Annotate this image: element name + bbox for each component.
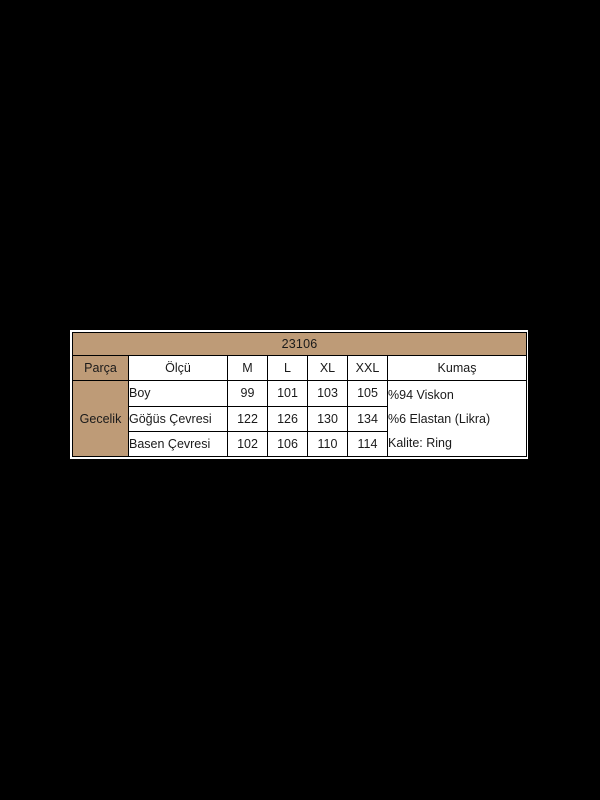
measure-label: Göğüs Çevresi — [128, 405, 228, 432]
measure-value-xxl: 134 — [347, 405, 388, 432]
size-chart-container: 23106 Parça Ölçü M L XL XXL Kumaş Geceli… — [70, 330, 528, 459]
part-name-cell: Gecelik — [72, 380, 129, 457]
column-header-size-xxl: XXL — [347, 355, 388, 382]
measure-value-m: 99 — [227, 380, 268, 407]
measure-value-xl: 130 — [307, 405, 348, 432]
measure-value-m: 122 — [227, 405, 268, 432]
measure-label: Basen Çevresi — [128, 430, 228, 458]
fabric-line: Kalite: Ring — [388, 435, 452, 450]
fabric-composition-cell: %94 Viskon %6 Elastan (Likra) Kalite: Ri… — [386, 380, 528, 457]
column-header-part: Parça — [72, 355, 129, 382]
column-header-fabric: Kumaş — [386, 355, 528, 382]
measure-value-l: 106 — [267, 430, 308, 458]
product-code-title: 23106 — [71, 331, 528, 357]
fabric-line: %6 Elastan (Likra) — [388, 411, 491, 426]
column-header-size-xl: XL — [307, 355, 348, 382]
measure-label: Boy — [128, 380, 228, 407]
table-row: Göğüs Çevresi 122 126 130 134 — [73, 405, 527, 432]
table-title-row: 23106 — [71, 331, 528, 357]
measure-value-l: 101 — [267, 380, 308, 407]
measure-value-xxl: 105 — [347, 380, 388, 407]
measure-value-m: 102 — [227, 430, 268, 458]
measure-value-xxl: 114 — [347, 430, 388, 458]
column-header-size-m: M — [227, 355, 268, 382]
table-header-row: Parça Ölçü M L XL XXL Kumaş — [72, 355, 528, 382]
measure-value-l: 126 — [267, 405, 308, 432]
size-chart-table: 23106 Parça Ölçü M L XL XXL Kumaş Geceli… — [71, 331, 528, 458]
measure-value-xl: 110 — [307, 430, 348, 458]
table-row: Basen Çevresi 102 106 110 114 — [73, 430, 527, 458]
fabric-line: %94 Viskon — [388, 387, 454, 402]
table-row: Gecelik Boy 99 101 103 105 %94 Viskon %6… — [72, 380, 528, 457]
column-header-measure: Ölçü — [128, 355, 228, 382]
column-header-size-l: L — [267, 355, 308, 382]
measure-value-xl: 103 — [307, 380, 348, 407]
